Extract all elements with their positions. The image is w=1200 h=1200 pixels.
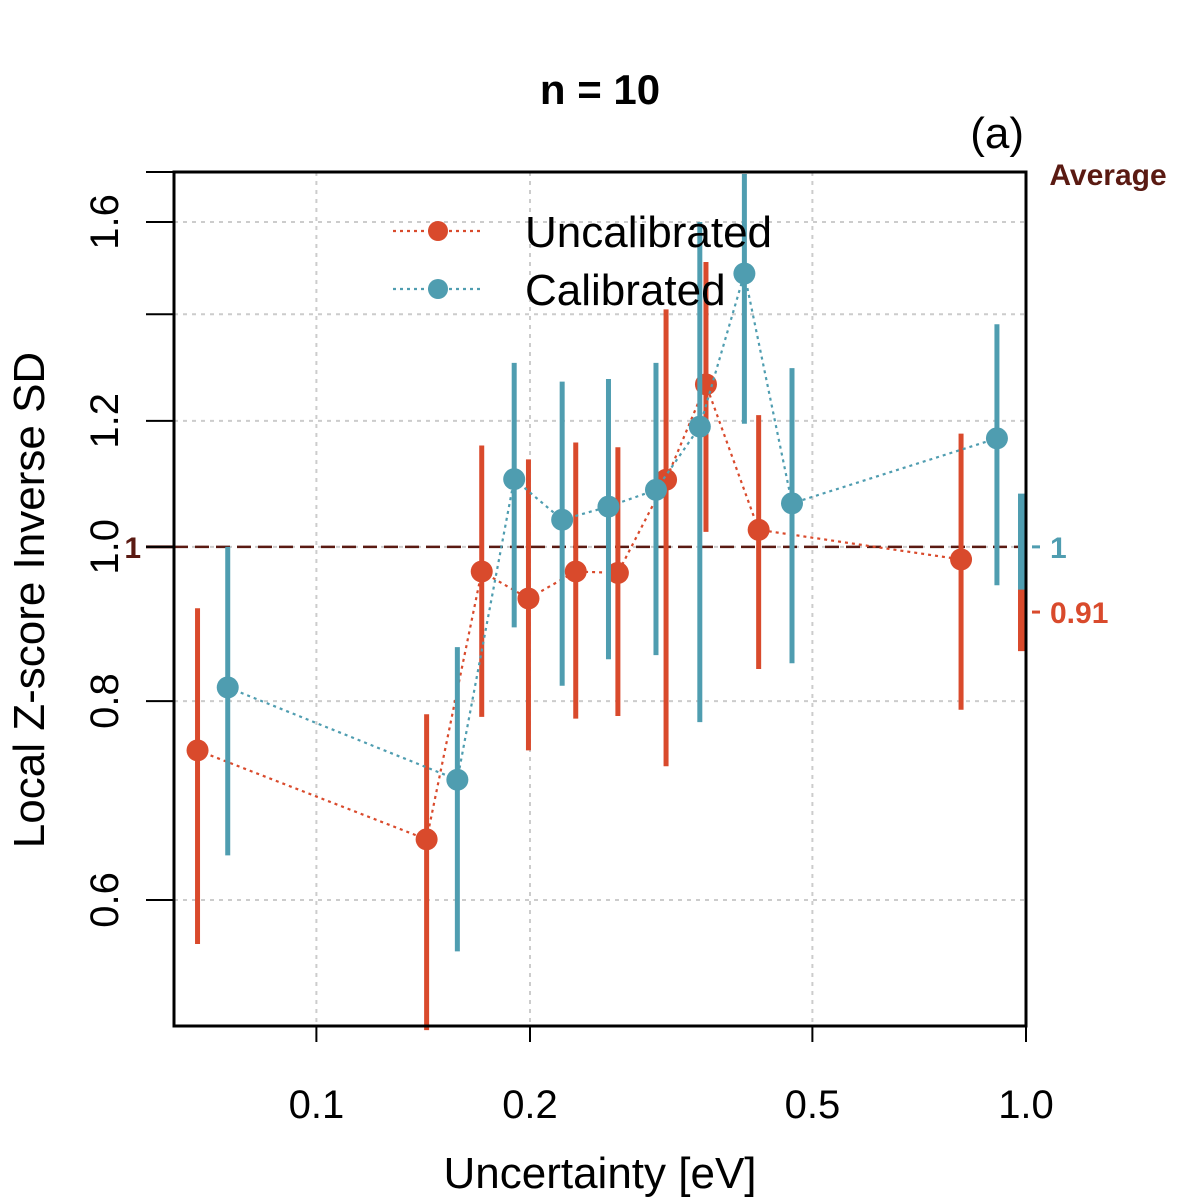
data-point — [517, 587, 540, 610]
legend-label-uncalibrated: Uncalibrated — [525, 208, 772, 257]
data-point — [415, 828, 438, 851]
data-point — [216, 676, 239, 699]
reference-label: 1 — [124, 532, 141, 565]
y-tick-label: 1.0 — [83, 519, 127, 575]
series-uncalibrated — [186, 262, 973, 1031]
data-point — [470, 560, 493, 583]
plot-frame — [172, 170, 1028, 1028]
y-tick-label: 0.8 — [83, 673, 127, 729]
x-axis-title: Uncertainty [eV] — [443, 1149, 756, 1198]
legend: Uncalibrated Calibrated — [393, 208, 772, 315]
data-point — [551, 508, 574, 531]
data-point — [985, 427, 1008, 450]
average-group: 0.91 1 — [1018, 493, 1108, 652]
legend-label-calibrated: Calibrated — [525, 266, 726, 315]
y-axis-title: Local Z-score Inverse SD — [5, 352, 54, 848]
data-point — [597, 495, 620, 518]
chart-title: n = 10 — [540, 66, 660, 113]
data-point — [781, 492, 804, 515]
data-point — [186, 739, 209, 762]
data-point — [950, 548, 973, 571]
x-tick-label: 0.2 — [502, 1083, 558, 1127]
data-point — [564, 560, 587, 583]
x-tick-label: 0.5 — [785, 1083, 841, 1127]
axes: 0.1 0.2 0.5 1.0 0.6 0.8 1.0 1.2 1.6 — [83, 171, 1054, 1127]
average-header: Average — [1049, 159, 1166, 192]
average-label: 1 — [1050, 532, 1067, 565]
data-point — [503, 468, 526, 491]
series-calibrated — [216, 174, 1008, 952]
data-point — [446, 768, 469, 791]
average-label: 0.91 — [1050, 597, 1108, 630]
y-tick-label: 1.6 — [83, 194, 127, 250]
legend-marker-calibrated — [428, 279, 448, 299]
data-point — [606, 561, 629, 584]
data-point — [688, 415, 711, 438]
x-tick-label: 0.1 — [289, 1083, 345, 1127]
data-point — [747, 518, 770, 541]
y-tick-label: 1.2 — [83, 393, 127, 449]
data-point — [644, 478, 667, 501]
legend-marker-uncalibrated — [428, 221, 448, 241]
series-line — [197, 381, 962, 841]
series-group — [186, 174, 1008, 1031]
x-tick-label: 1.0 — [998, 1083, 1054, 1127]
series-line — [227, 273, 998, 782]
panel-label: (a) — [970, 109, 1024, 158]
data-point — [733, 262, 756, 285]
y-tick-label: 0.6 — [83, 872, 127, 928]
